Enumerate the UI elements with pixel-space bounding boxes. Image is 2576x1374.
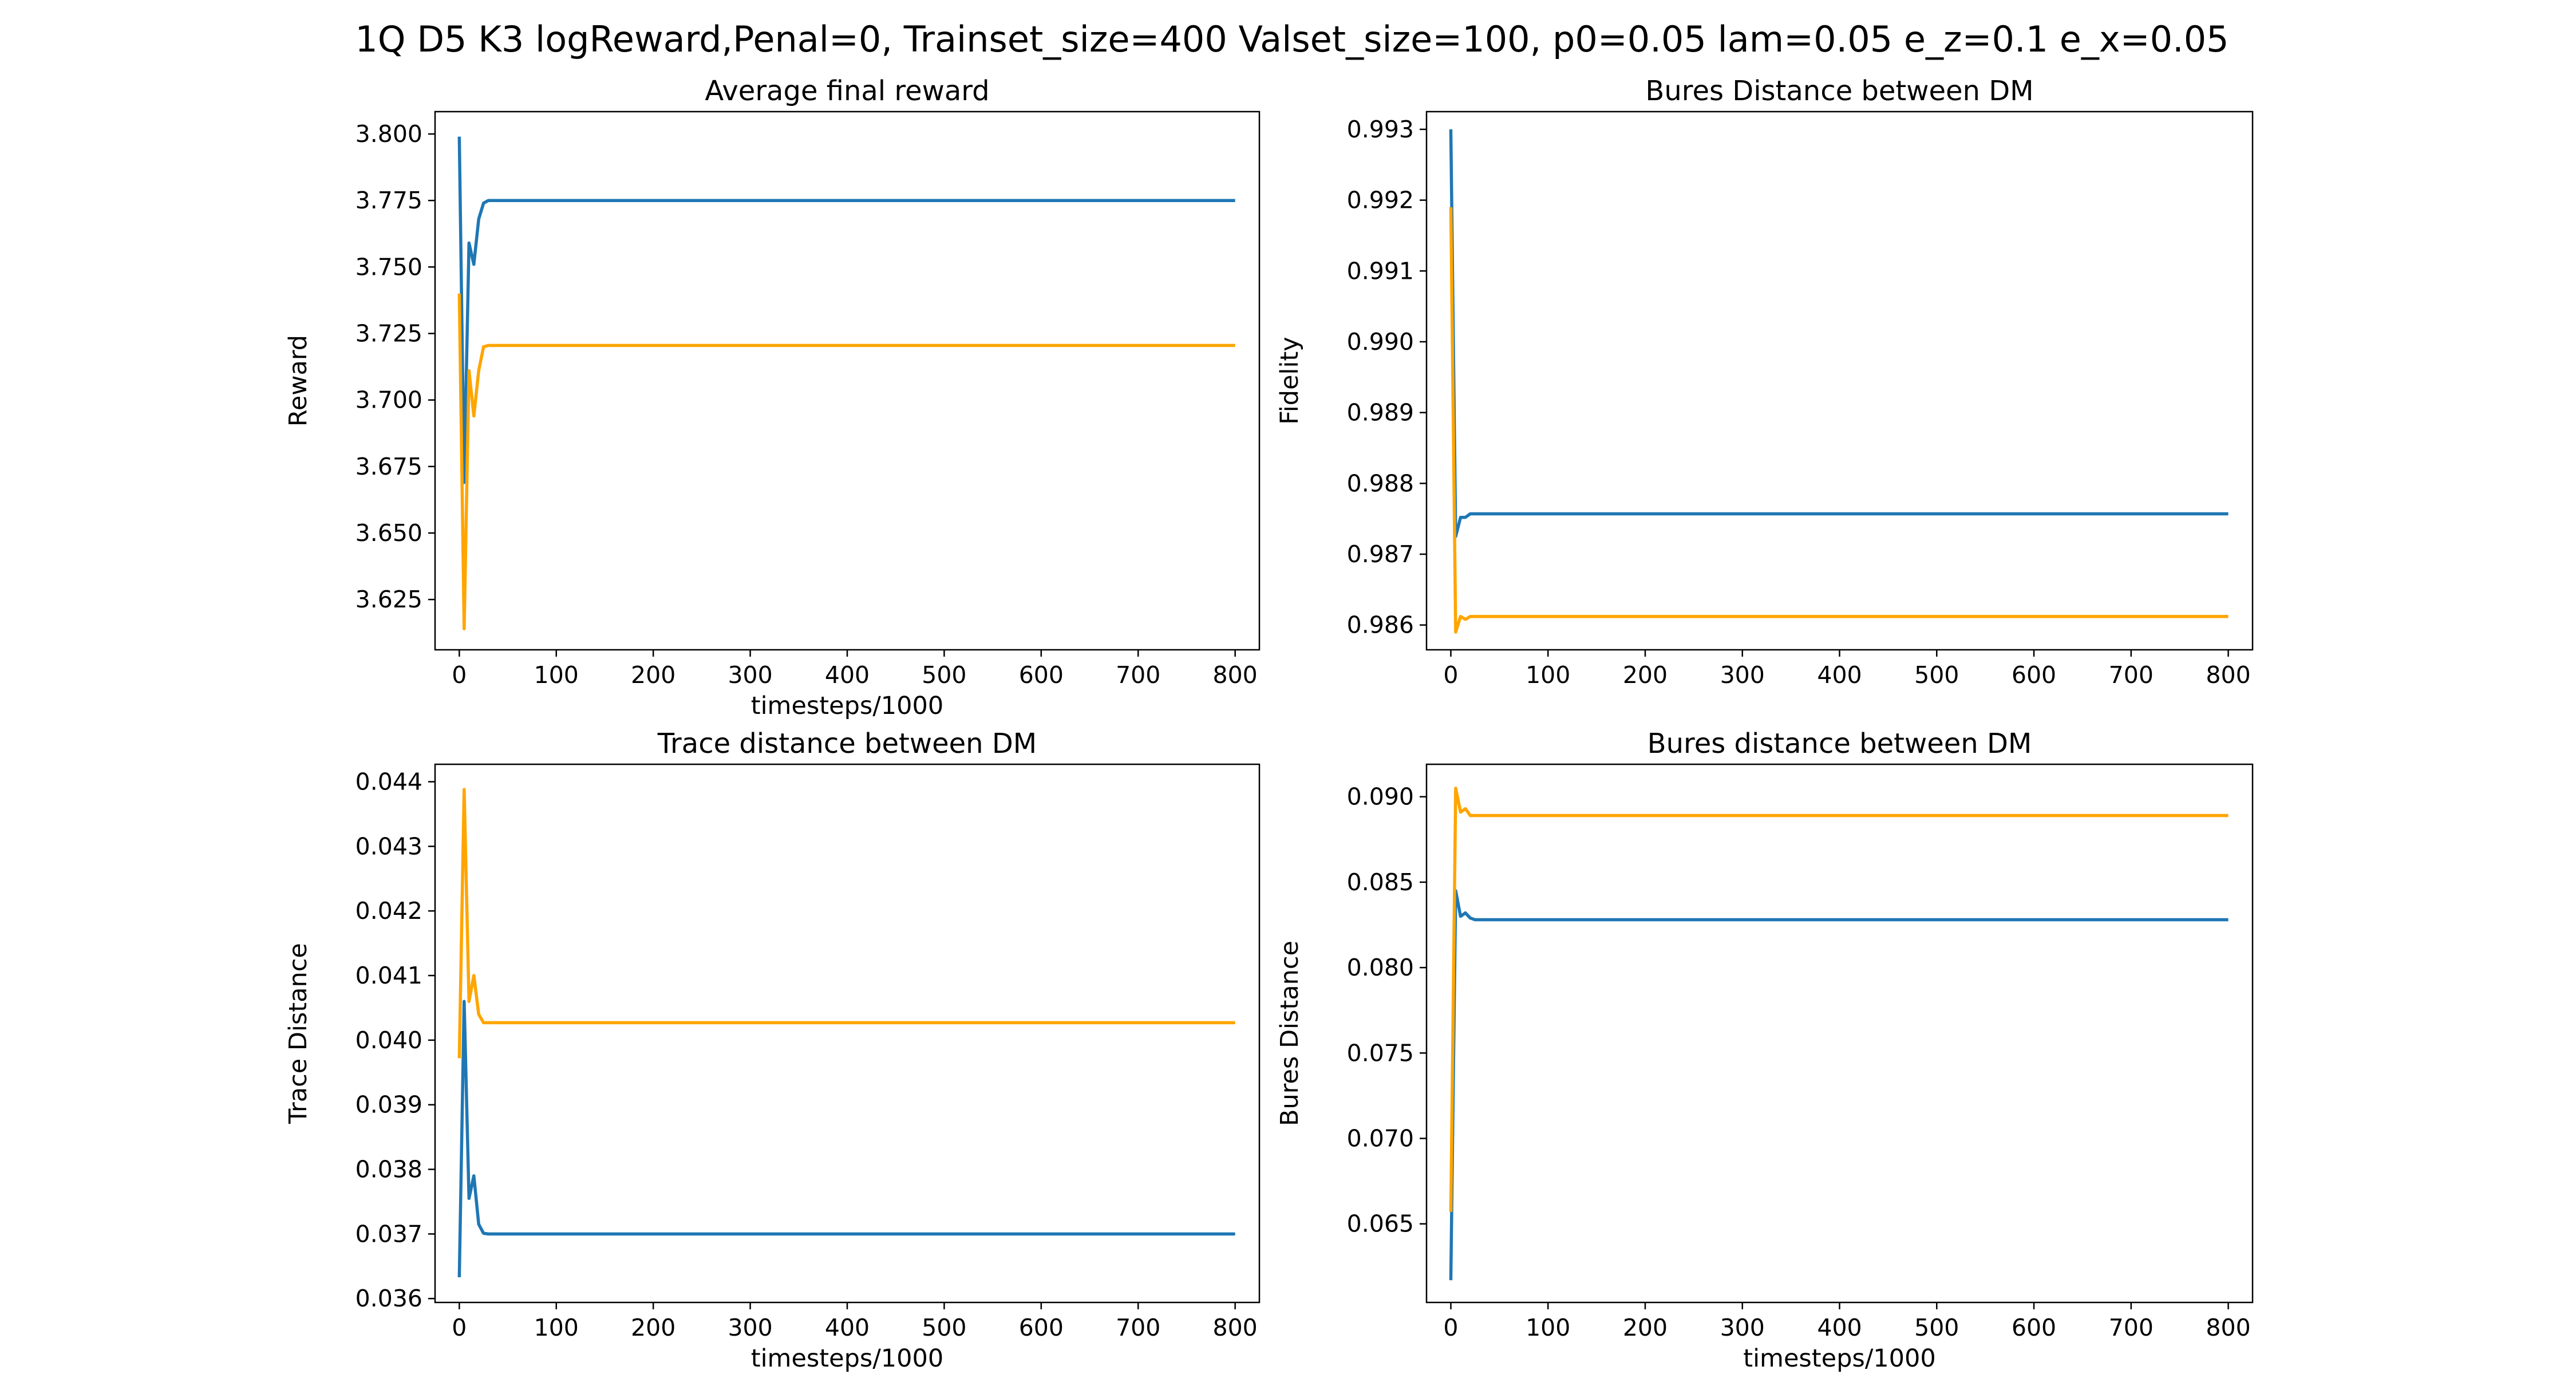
y-tick-label: 0.037 — [355, 1220, 422, 1247]
x-tick-label: 0 — [452, 661, 467, 689]
y-tick-label: 0.065 — [1347, 1210, 1414, 1238]
y-tick-label: 3.625 — [355, 586, 422, 613]
y-tick-label: 0.993 — [1347, 116, 1414, 143]
x-tick-label: 200 — [1623, 661, 1668, 689]
subplot-title: Bures Distance between DM — [1645, 75, 2033, 107]
x-tick-label: 400 — [1817, 1314, 1862, 1341]
y-tick-label: 0.038 — [355, 1156, 422, 1183]
y-tick-label: 0.090 — [1347, 783, 1414, 811]
x-tick-label: 500 — [922, 661, 966, 689]
x-tick-label: 100 — [534, 1314, 579, 1341]
y-tick-label: 0.992 — [1347, 187, 1414, 214]
plot-area-frame — [1425, 763, 2254, 1304]
x-tick-label: 400 — [1817, 661, 1862, 689]
plot-area-frame — [434, 110, 1261, 651]
y-tick-label: 3.800 — [355, 120, 422, 148]
x-tick-label: 300 — [728, 1314, 772, 1341]
x-tick-label: 600 — [1019, 661, 1064, 689]
y-tick-label: 0.044 — [355, 768, 422, 795]
y-axis-label: Reward — [284, 335, 313, 427]
x-tick-label: 400 — [825, 1314, 870, 1341]
y-tick-label: 3.775 — [355, 187, 422, 214]
subplot-average-final-reward: Average final reward Reward timesteps/10… — [284, 75, 1261, 720]
y-tick-label: 0.042 — [355, 897, 422, 925]
series-line-orange — [1449, 787, 2229, 1212]
x-tick-label: 200 — [631, 1314, 675, 1341]
series-line-blue — [457, 1000, 1235, 1278]
y-tick-label: 0.989 — [1347, 399, 1414, 427]
y-tick-label: 0.986 — [1347, 611, 1414, 639]
y-tick-label: 3.650 — [355, 519, 422, 547]
x-tick-label: 100 — [534, 661, 579, 689]
subplot-title: Bures distance between DM — [1647, 728, 2032, 760]
y-tick-label: 3.725 — [355, 320, 422, 348]
y-tick-label: 0.043 — [355, 832, 422, 860]
y-tick-label: 0.075 — [1347, 1039, 1414, 1067]
plot-area-frame — [1425, 110, 2254, 651]
y-tick-label: 0.041 — [355, 962, 422, 989]
x-tick-label: 700 — [1116, 1314, 1160, 1341]
series-line-orange — [1449, 207, 2229, 634]
x-tick-label: 700 — [2109, 1314, 2154, 1341]
y-tick-label: 0.039 — [355, 1091, 422, 1119]
x-tick-label: 600 — [2012, 1314, 2056, 1341]
x-tick-label: 800 — [2206, 1314, 2250, 1341]
series-line-blue — [1449, 889, 2229, 1281]
x-tick-label: 200 — [1623, 1314, 1668, 1341]
subplot-bures-distance: Bures distance between DM Bures Distance… — [1275, 728, 2254, 1373]
x-tick-label: 500 — [1914, 1314, 1959, 1341]
x-tick-label: 0 — [1443, 1314, 1458, 1341]
x-tick-label: 500 — [1914, 661, 1959, 689]
y-tick-label: 3.700 — [355, 386, 422, 414]
plot-area-frame — [434, 763, 1261, 1304]
y-axis-label: Fidelity — [1275, 337, 1304, 425]
y-tick-label: 3.750 — [355, 253, 422, 281]
figure-suptitle: 1Q D5 K3 logReward,Penal=0, Trainset_siz… — [355, 18, 2229, 60]
x-tick-label: 500 — [922, 1314, 966, 1341]
y-tick-label: 3.675 — [355, 453, 422, 480]
y-tick-label: 0.070 — [1347, 1125, 1414, 1152]
x-axis-label: timesteps/1000 — [751, 692, 943, 720]
x-tick-label: 200 — [631, 661, 675, 689]
x-tick-label: 300 — [1720, 1314, 1765, 1341]
x-tick-label: 800 — [1213, 661, 1258, 689]
x-tick-label: 100 — [1526, 1314, 1570, 1341]
y-tick-label: 0.085 — [1347, 868, 1414, 896]
x-tick-label: 300 — [1720, 661, 1765, 689]
x-tick-label: 800 — [2206, 661, 2250, 689]
y-axis-label: Bures Distance — [1275, 941, 1304, 1126]
y-tick-label: 0.080 — [1347, 954, 1414, 981]
x-tick-label: 700 — [2109, 661, 2154, 689]
x-tick-label: 400 — [825, 661, 870, 689]
subplot-title: Average final reward — [705, 75, 989, 107]
series-line-orange — [457, 788, 1235, 1059]
y-tick-label: 0.988 — [1347, 469, 1414, 497]
x-tick-label: 800 — [1213, 1314, 1258, 1341]
x-tick-label: 600 — [2012, 661, 2056, 689]
series-line-orange — [457, 293, 1235, 631]
subplot-title: Trace distance between DM — [657, 728, 1037, 760]
x-tick-label: 0 — [1443, 661, 1458, 689]
y-tick-label: 0.987 — [1347, 540, 1414, 568]
x-tick-label: 100 — [1526, 661, 1570, 689]
x-tick-label: 600 — [1019, 1314, 1064, 1341]
x-tick-label: 0 — [452, 1314, 467, 1341]
series-line-blue — [1449, 129, 2229, 538]
y-axis-label: Trace Distance — [284, 943, 313, 1124]
x-tick-label: 300 — [728, 661, 772, 689]
subplot-bures-distance-fidelity: Bures Distance between DM Fidelity 0 100 2… — [1275, 75, 2254, 689]
x-axis-label: timesteps/1000 — [751, 1344, 943, 1373]
series-line-blue — [457, 136, 1235, 484]
x-tick-label: 700 — [1116, 661, 1160, 689]
y-tick-label: 0.990 — [1347, 328, 1414, 356]
y-tick-label: 0.036 — [355, 1285, 422, 1312]
y-tick-label: 0.040 — [355, 1026, 422, 1054]
x-axis-label: timesteps/1000 — [1743, 1344, 1935, 1373]
y-tick-label: 0.991 — [1347, 257, 1414, 285]
subplot-trace-distance: Trace distance between DM Trace Distance… — [284, 728, 1261, 1373]
